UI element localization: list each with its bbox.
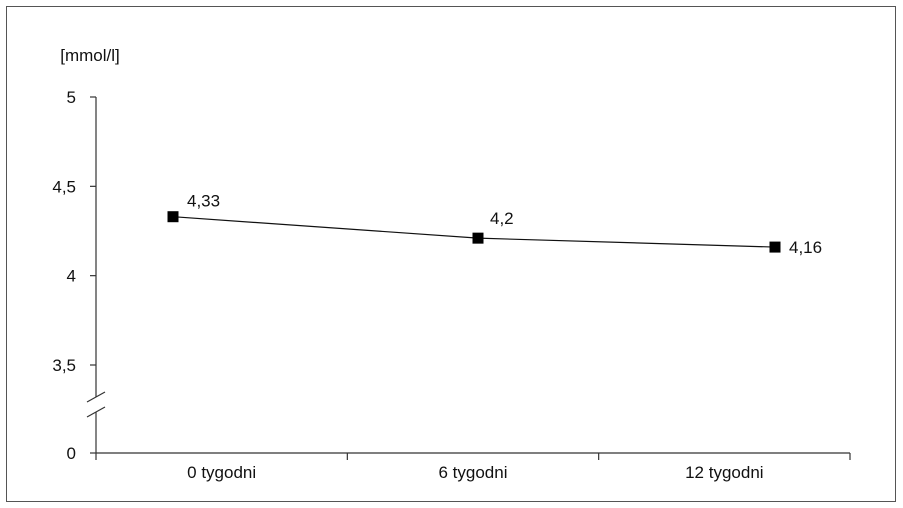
y-tick-label: 3,5: [52, 356, 76, 375]
data-point-marker: [167, 211, 179, 223]
series-group: [167, 211, 781, 253]
data-label: 4,2: [490, 209, 514, 228]
chart-frame: [6, 6, 896, 502]
axes: 5 4,5 4 3,5 0: [52, 88, 851, 463]
x-tick-label: 6 tygodni: [439, 463, 508, 482]
axis-break-mark-upper: [86, 391, 106, 403]
y-tick-label: 0: [67, 444, 76, 463]
data-label: 4,33: [187, 192, 220, 211]
data-point-marker: [472, 232, 484, 244]
data-point-marker: [769, 241, 781, 253]
axis-break-mark-lower: [86, 406, 106, 418]
labels-group: 0 tygodni 6 tygodni 12 tygodni 4,33 4,2 4,16: [187, 192, 822, 482]
y-tick-label: 4: [67, 267, 76, 286]
y-tick-label: 4,5: [52, 177, 76, 196]
x-tick-label: 0 tygodni: [187, 463, 256, 482]
data-label: 4,16: [789, 238, 822, 257]
x-tick-label: 12 tygodni: [685, 463, 763, 482]
y-tick-label: 5: [67, 88, 76, 107]
y-axis-label: [mmol/l]: [60, 46, 120, 65]
